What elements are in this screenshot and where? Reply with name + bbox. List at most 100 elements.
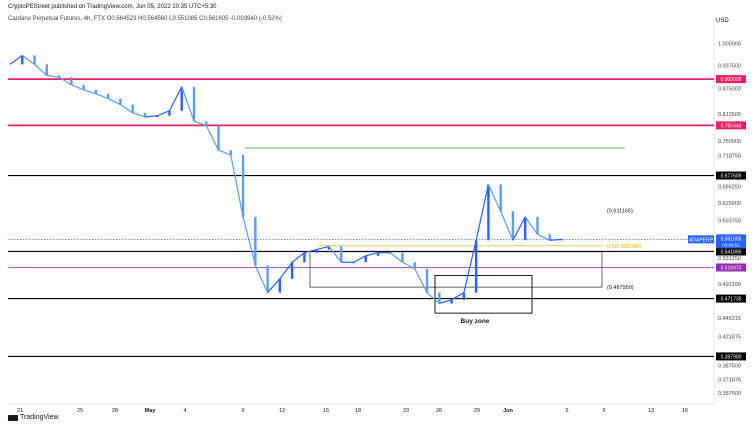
fib-top-label: (0.611165) <box>607 209 633 215</box>
countdown-label: 03:04:51 <box>722 242 740 247</box>
y-tick-label: 0.357500 <box>718 391 741 397</box>
price-segment <box>549 238 563 241</box>
price-segment <box>181 86 195 122</box>
candle-body <box>82 84 85 90</box>
price-segment <box>328 246 342 263</box>
candle-body <box>462 292 466 300</box>
candle-body <box>180 86 183 111</box>
candle-body <box>327 246 331 250</box>
level-price-label: 0.900000 <box>721 77 742 83</box>
candle-body <box>217 125 220 151</box>
buy-zone-label: Buy zone <box>461 318 490 325</box>
price-segment <box>254 265 269 293</box>
candle-body <box>21 55 24 65</box>
x-tick-label: 23 <box>403 408 409 414</box>
candle-body <box>487 184 490 241</box>
price-segment <box>58 76 72 86</box>
level-price-badge <box>716 75 746 84</box>
price-segment <box>426 292 440 304</box>
price-segment <box>46 74 60 78</box>
candle-body <box>229 150 232 155</box>
candle-body <box>70 77 73 85</box>
y-tick-label: 0.937500 <box>718 63 741 69</box>
level-price-label: 0.516970 <box>721 265 742 271</box>
tradingview-brand: TradingView <box>8 414 59 421</box>
candle-body <box>401 252 404 263</box>
level-price-badge <box>716 171 746 180</box>
x-tick-label: 15 <box>323 408 329 414</box>
price-segment <box>156 110 170 117</box>
level-price-label: 0.471735 <box>721 297 742 303</box>
price-segment <box>353 255 367 263</box>
candle-body <box>315 249 318 253</box>
candle-body <box>254 216 257 266</box>
level-price-label: 0.397900 <box>721 354 742 360</box>
price-segment <box>21 54 35 65</box>
x-tick-label: 26 <box>436 408 442 414</box>
current-price-label: 0.561605 <box>721 236 742 242</box>
candle-body <box>266 265 269 293</box>
y-tick-label: 0.625000 <box>718 201 741 207</box>
candle-body <box>168 110 171 116</box>
price-segment <box>316 245 330 251</box>
price-segment <box>193 120 207 127</box>
x-tick-label: Jun <box>503 408 513 414</box>
x-tick-label: 6 <box>565 408 568 414</box>
candle-body <box>438 292 441 304</box>
x-tick-label: May <box>145 408 157 414</box>
price-segment <box>144 115 158 118</box>
y-tick-label: 0.387500 <box>718 363 741 369</box>
x-tick-label: 16 <box>682 408 688 414</box>
candle-body <box>376 252 380 256</box>
price-segment <box>205 125 220 151</box>
level-price-badge <box>716 121 746 130</box>
x-tick-label: 13 <box>648 408 654 414</box>
x-tick-label: 9 <box>602 408 605 414</box>
y-tick-label: 0.656250 <box>718 184 741 190</box>
candle-body <box>364 255 367 263</box>
price-segment <box>95 93 109 100</box>
price-segment <box>475 184 489 241</box>
publisher-line: CryptoPEStreet published on TradingView.… <box>8 4 217 10</box>
price-segment <box>218 149 232 156</box>
price-segment <box>537 233 550 241</box>
price-segment <box>279 261 293 280</box>
candle-body <box>474 240 478 293</box>
candle-body <box>340 246 343 263</box>
candle-body <box>352 262 355 264</box>
y-tick-label: 0.812500 <box>718 112 741 118</box>
y-tick-label: 0.421875 <box>718 335 741 341</box>
symbol-badge <box>688 235 714 244</box>
candle-body <box>45 64 48 76</box>
y-tick-label: 0.875000 <box>718 87 741 93</box>
price-segment <box>291 252 305 263</box>
level-price-badge <box>716 263 746 272</box>
price-segment <box>500 211 514 241</box>
candle-body <box>106 93 110 99</box>
x-tick-label: 28 <box>112 408 118 414</box>
x-tick-label: 21 <box>17 408 23 414</box>
price-segment <box>267 278 281 294</box>
candle-body <box>548 234 551 241</box>
x-tick-label: 29 <box>474 408 480 414</box>
candle-body <box>192 86 196 122</box>
fib-range-box <box>309 251 603 288</box>
x-tick-label: 12 <box>279 408 285 414</box>
candle-body <box>511 211 515 241</box>
candle-body <box>241 154 245 217</box>
price-segment <box>132 112 146 118</box>
price-segment <box>389 252 403 263</box>
price-segment <box>524 216 538 235</box>
price-segment <box>439 299 452 305</box>
price-segment <box>512 216 526 241</box>
price-segment <box>107 98 121 106</box>
candle-body <box>119 98 122 105</box>
price-segment <box>71 84 84 91</box>
tradingview-logo-icon <box>8 414 18 421</box>
price-segment <box>451 292 465 301</box>
price-segment <box>242 216 256 266</box>
candle-body <box>57 75 61 78</box>
level-price-badge <box>716 294 746 303</box>
